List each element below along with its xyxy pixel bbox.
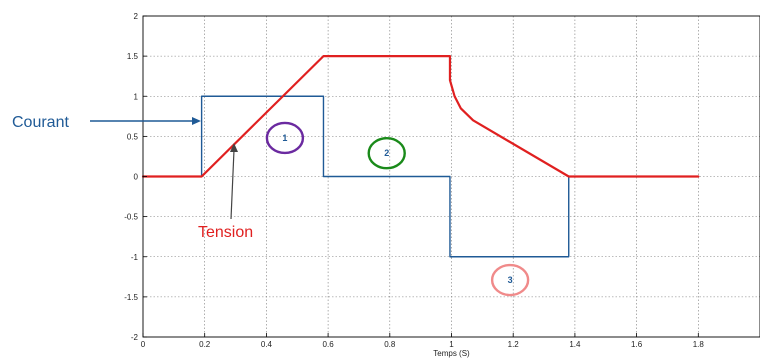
zone-circle	[265, 121, 305, 155]
callouts: Courant Tension	[12, 114, 253, 241]
y-tick-label: -0.5	[124, 213, 138, 222]
zone-label: 3	[508, 275, 513, 285]
x-tick-label: 0.2	[199, 340, 211, 349]
courant-arrowhead	[192, 117, 201, 125]
annotations-layer: 1 2 3	[265, 121, 530, 297]
x-tick-label: 1.8	[693, 340, 705, 349]
zone-circle	[490, 263, 530, 297]
tension-label: Tension	[198, 224, 253, 241]
plot-area: 1 2 3	[141, 15, 760, 338]
x-tick-label: 1.6	[631, 340, 643, 349]
y-tick-label: 1.5	[127, 52, 139, 61]
courant-label: Courant	[12, 114, 69, 131]
tick-labels: 0 0.2 0.4 0.6 0.8 1 1.2 1.4 1.6 1.8 2 1.5 1 0.5 0 -0.5 -…	[124, 12, 704, 349]
x-tick-label: 0.6	[323, 340, 335, 349]
series-line-courant	[142, 95, 699, 258]
x-tick-label: 0.8	[384, 340, 396, 349]
x-tick-label: 0	[141, 340, 146, 349]
series-line-tension	[141, 55, 700, 178]
tension-arrow	[230, 149, 235, 220]
y-tick-label: 2	[134, 12, 139, 21]
y-tick-label: 0.5	[127, 132, 139, 141]
x-tick-label: 0.4	[261, 340, 273, 349]
y-tick-label: -2	[131, 333, 139, 342]
series-layer	[141, 55, 700, 258]
y-tick-label: -1	[131, 253, 139, 262]
tension-arrowhead	[230, 143, 238, 152]
x-tick-label: 1.2	[508, 340, 520, 349]
zone-label: 2	[384, 148, 389, 158]
x-tick-label: 1.4	[569, 340, 581, 349]
y-tick-label: 1	[134, 92, 139, 101]
zone-circle	[367, 137, 406, 170]
y-tick-label: -1.5	[124, 293, 138, 302]
zone-label: 1	[282, 133, 287, 143]
x-tick-label: 1	[449, 340, 454, 349]
x-axis-label: Temps (S)	[433, 349, 470, 358]
y-tick-label: 0	[134, 173, 139, 182]
